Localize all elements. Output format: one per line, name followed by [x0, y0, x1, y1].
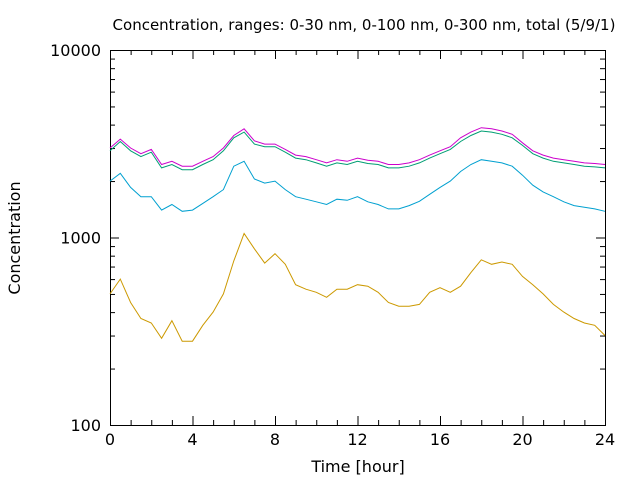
plot-frame: [110, 50, 606, 426]
x-tick-label: 4: [187, 430, 197, 449]
x-tick-label: 16: [430, 430, 450, 449]
series-line-3: [109, 130, 606, 171]
series-line-2: [109, 159, 606, 212]
series-lines: [109, 127, 606, 342]
x-tick-label: 20: [512, 430, 532, 449]
y-axis-label: Concentration: [5, 181, 24, 294]
y-tick-label: 1000: [60, 229, 101, 248]
y-tick-label: 10000: [50, 41, 101, 60]
x-axis-label: Time [hour]: [310, 457, 404, 476]
axis-ticks: [110, 50, 606, 426]
x-tick-label: 8: [270, 430, 280, 449]
x-tick-label: 0: [105, 430, 115, 449]
series-line-4: [109, 127, 606, 167]
series-line-1: [109, 232, 606, 342]
x-tick-labels: 0 4 8 12 16 20 24: [105, 430, 615, 449]
chart-title: Concentration, ranges: 0-30 nm, 0-100 nm…: [113, 16, 616, 34]
y-tick-label: 100: [70, 416, 101, 435]
x-tick-label: 12: [347, 430, 367, 449]
y-tick-labels: 100 1000 10000: [50, 41, 101, 435]
x-tick-label: 24: [595, 430, 615, 449]
